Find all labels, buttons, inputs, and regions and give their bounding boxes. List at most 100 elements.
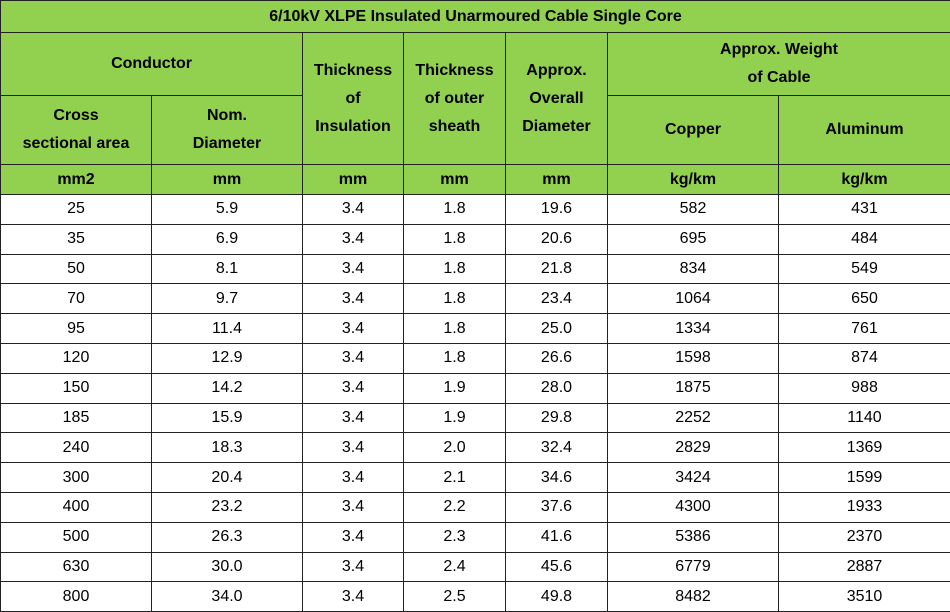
aluminum-weight-cell: 3510 (777, 581, 950, 612)
sheath-cell: 2.2 (403, 491, 506, 523)
copper-weight-cell: 4300 (607, 491, 779, 523)
insulation-cell: 3.4 (302, 462, 404, 493)
sheath-cell: 2.3 (403, 521, 506, 553)
sheath-cell: 1.8 (403, 283, 506, 315)
sheath-cell: 1.9 (403, 372, 506, 404)
copper-weight-cell: 6779 (607, 551, 779, 583)
insulation-cell: 3.4 (302, 581, 404, 612)
units-row: mm2 mm mm mm mm kg/km kg/km (0, 164, 950, 195)
copper-header: Copper (607, 95, 779, 165)
nom-diameter-cell: 5.9 (151, 194, 303, 225)
insulation-thickness-header: Thickness of Insulation (302, 32, 404, 165)
insulation-cell: 3.4 (302, 313, 404, 344)
nom-diameter-cell: 14.2 (151, 372, 303, 404)
insulation-cell: 3.4 (302, 402, 404, 434)
copper-weight-cell: 1064 (607, 283, 779, 315)
aluminum-weight-cell: 431 (777, 194, 950, 225)
sheath-cell: 1.8 (403, 223, 506, 255)
insulation-cell: 3.4 (302, 432, 404, 464)
aluminum-weight-cell: 2370 (777, 521, 950, 553)
cross-section-cell: 50 (0, 253, 152, 285)
overall-diameter-cell: 23.4 (505, 283, 608, 315)
overall-diameter-cell: 29.8 (505, 402, 608, 434)
nom-diameter-cell: 23.2 (151, 491, 303, 523)
overall-diameter-cell: 45.6 (505, 551, 608, 583)
aluminum-header: Aluminum (777, 95, 950, 165)
nom-diameter-header: Nom. Diameter (151, 95, 303, 165)
aluminum-weight-cell: 2887 (777, 551, 950, 583)
overall-diameter-cell: 32.4 (505, 432, 608, 464)
insulation-cell: 3.4 (302, 551, 404, 583)
table-row: 185 15.9 3.4 1.9 29.8 2252 1140 (0, 402, 950, 434)
conductor-header: Conductor (0, 32, 303, 96)
unit-cell: mm (505, 164, 608, 195)
aluminum-weight-cell: 1933 (777, 491, 950, 523)
table-row: 70 9.7 3.4 1.8 23.4 1064 650 (0, 283, 950, 315)
nom-diameter-cell: 20.4 (151, 462, 303, 493)
table-row: 500 26.3 3.4 2.3 41.6 5386 2370 (0, 521, 950, 553)
insulation-cell: 3.4 (302, 223, 404, 255)
overall-diameter-cell: 34.6 (505, 462, 608, 493)
copper-weight-cell: 1875 (607, 372, 779, 404)
unit-cell: mm2 (0, 164, 152, 195)
overall-diameter-cell: 19.6 (505, 194, 608, 225)
cross-section-cell: 70 (0, 283, 152, 315)
cross-section-cell: 95 (0, 313, 152, 344)
cross-section-cell: 500 (0, 521, 152, 553)
cross-section-cell: 800 (0, 581, 152, 612)
overall-diameter-cell: 25.0 (505, 313, 608, 344)
table-row: 630 30.0 3.4 2.4 45.6 6779 2887 (0, 551, 950, 583)
unit-cell: mm (302, 164, 404, 195)
aluminum-weight-cell: 988 (777, 372, 950, 404)
cross-section-cell: 630 (0, 551, 152, 583)
outer-sheath-thickness-header: Thickness of outer sheath (403, 32, 506, 165)
nom-diameter-cell: 15.9 (151, 402, 303, 434)
aluminum-weight-cell: 1369 (777, 432, 950, 464)
nom-diameter-cell: 8.1 (151, 253, 303, 285)
copper-weight-cell: 695 (607, 223, 779, 255)
cross-section-cell: 240 (0, 432, 152, 464)
overall-diameter-cell: 28.0 (505, 372, 608, 404)
copper-weight-cell: 3424 (607, 462, 779, 493)
copper-weight-cell: 582 (607, 194, 779, 225)
nom-diameter-cell: 18.3 (151, 432, 303, 464)
insulation-cell: 3.4 (302, 194, 404, 225)
nom-diameter-cell: 11.4 (151, 313, 303, 344)
approx-weight-header: Approx. Weight of Cable (606, 32, 950, 96)
sheath-cell: 2.5 (403, 581, 506, 612)
copper-weight-cell: 1598 (607, 342, 779, 374)
table-row: 35 6.9 3.4 1.8 20.6 695 484 (0, 223, 950, 255)
sheath-cell: 2.0 (403, 432, 506, 464)
nom-diameter-cell: 34.0 (151, 581, 303, 612)
insulation-cell: 3.4 (302, 342, 404, 374)
copper-weight-cell: 2252 (607, 402, 779, 434)
overall-diameter-cell: 41.6 (505, 521, 608, 553)
table-title: 6/10kV XLPE Insulated Unarmoured Cable S… (0, 0, 950, 33)
insulation-cell: 3.4 (302, 372, 404, 404)
aluminum-weight-cell: 1140 (777, 402, 950, 434)
sheath-cell: 2.1 (403, 462, 506, 493)
unit-cell: mm (151, 164, 303, 195)
table-row: 50 8.1 3.4 1.8 21.8 834 549 (0, 253, 950, 285)
copper-weight-cell: 2829 (607, 432, 779, 464)
nom-diameter-cell: 26.3 (151, 521, 303, 553)
cross-section-cell: 120 (0, 342, 152, 374)
cross-sectional-area-header: Cross sectional area (0, 95, 152, 165)
table-row: 800 34.0 3.4 2.5 49.8 8482 3510 (0, 581, 950, 612)
nom-diameter-cell: 9.7 (151, 283, 303, 315)
unit-cell: kg/km (777, 164, 950, 195)
sheath-cell: 1.9 (403, 402, 506, 434)
overall-diameter-header: Approx. Overall Diameter (505, 32, 608, 165)
table-row: 95 11.4 3.4 1.8 25.0 1334 761 (0, 313, 950, 344)
sheath-cell: 1.8 (403, 253, 506, 285)
overall-diameter-cell: 49.8 (505, 581, 608, 612)
overall-diameter-cell: 21.8 (505, 253, 608, 285)
overall-diameter-cell: 26.6 (505, 342, 608, 374)
aluminum-weight-cell: 874 (777, 342, 950, 374)
table-row: 400 23.2 3.4 2.2 37.6 4300 1933 (0, 491, 950, 523)
cross-section-cell: 150 (0, 372, 152, 404)
copper-weight-cell: 5386 (607, 521, 779, 553)
overall-diameter-cell: 20.6 (505, 223, 608, 255)
nom-diameter-cell: 6.9 (151, 223, 303, 255)
